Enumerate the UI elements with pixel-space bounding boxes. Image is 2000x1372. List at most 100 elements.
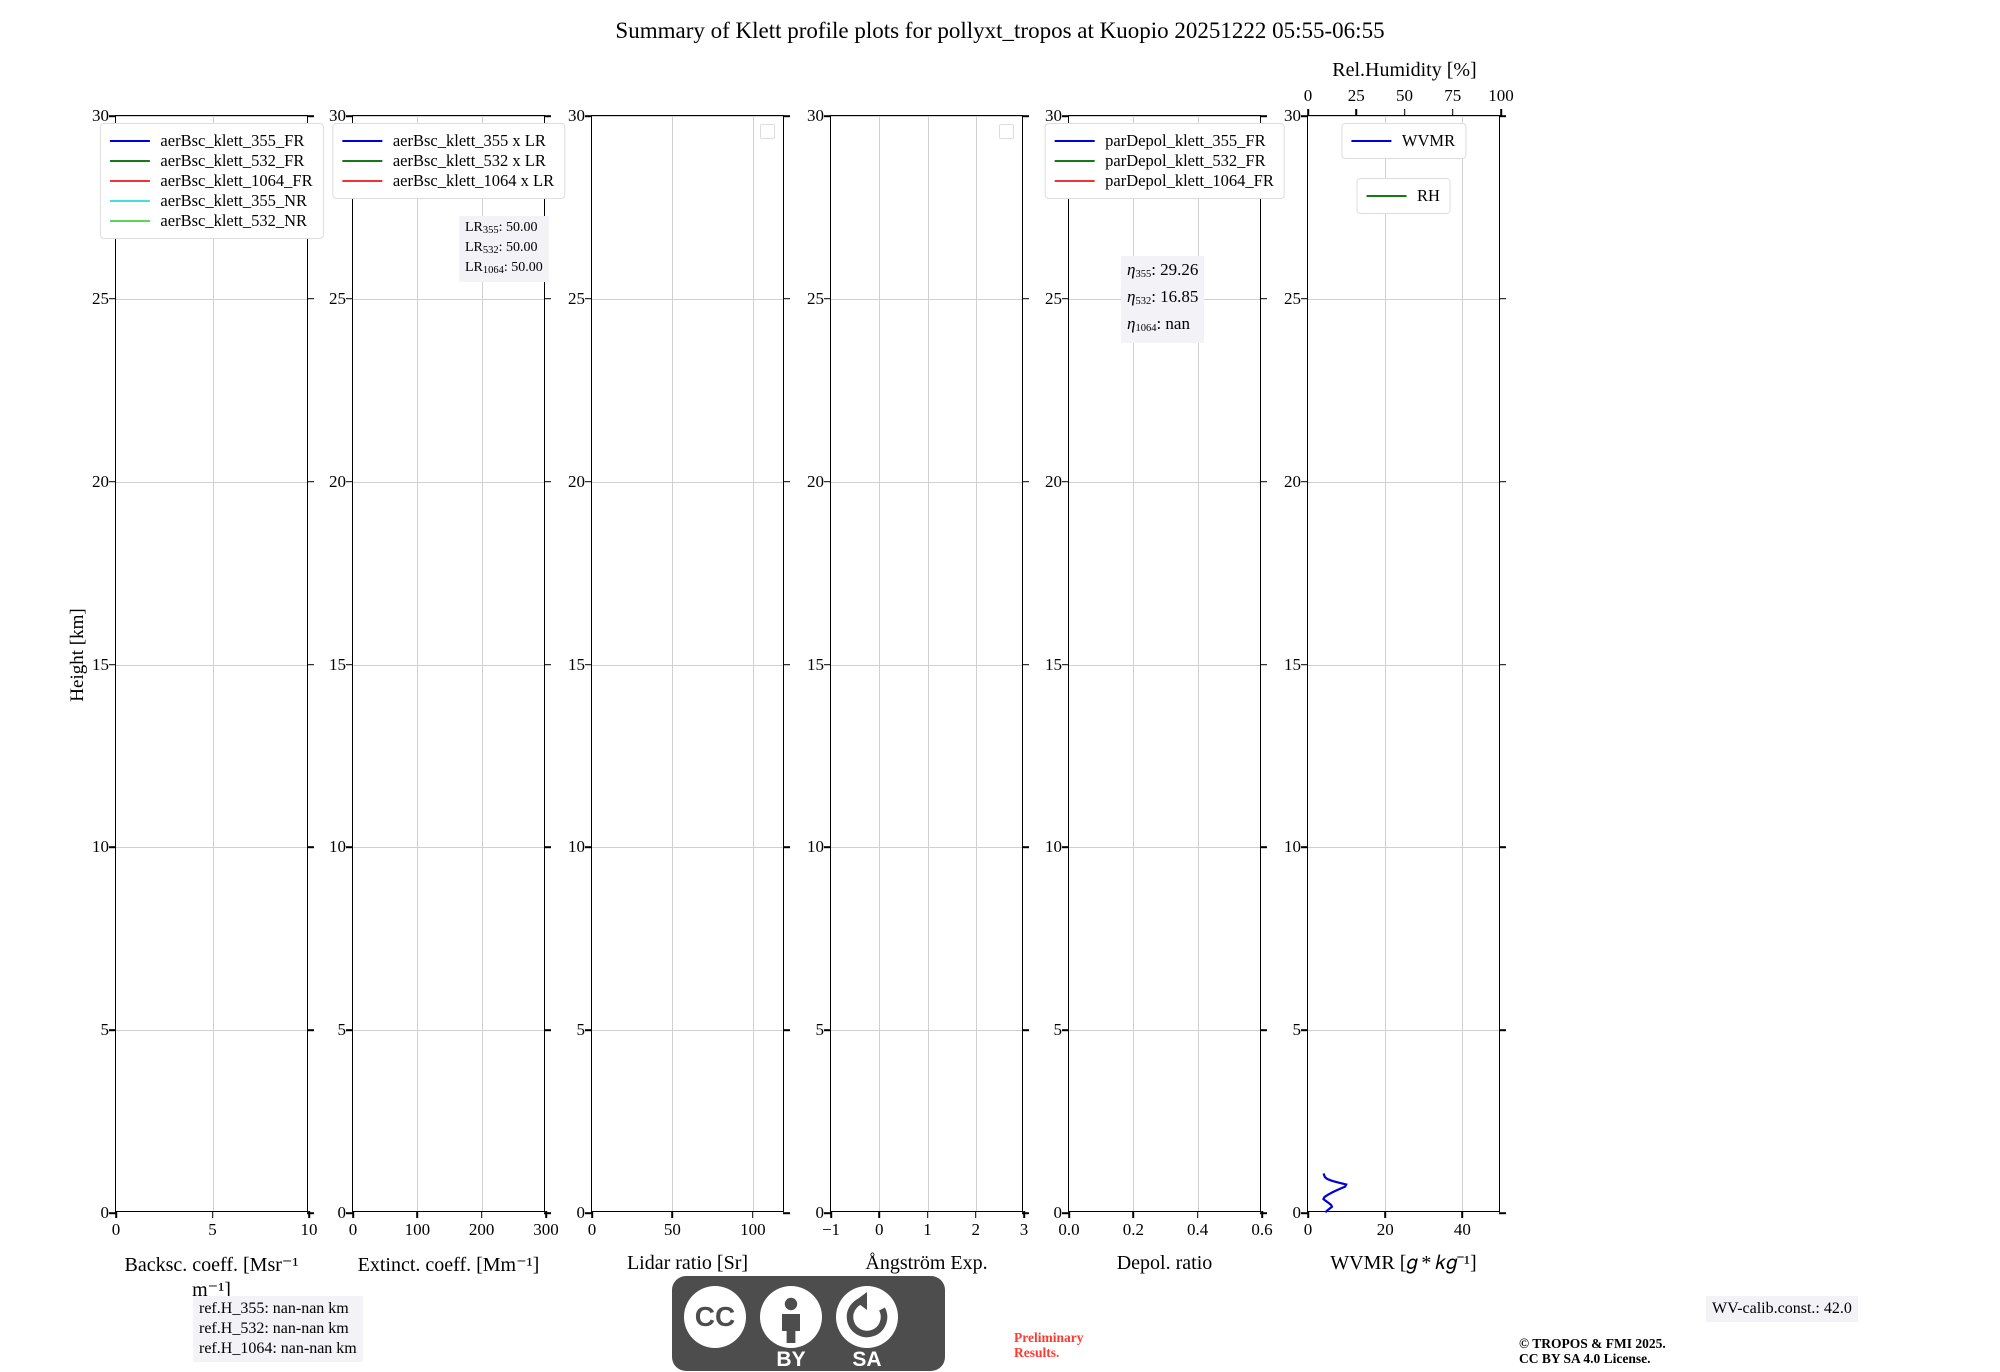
y-tick-label: 15 (1045, 654, 1062, 674)
legend-item[interactable]: parDepol_klett_1064_FR (1054, 171, 1274, 191)
y-tick-label: 20 (329, 471, 346, 491)
x-tick-label: 0 (587, 1220, 597, 1239)
top-x-tick-mark (1355, 109, 1358, 116)
copyright-line-1: © TROPOS & FMI 2025. (1519, 1336, 1666, 1351)
legend-wvmr-rh-0[interactable]: WVMR (1340, 123, 1467, 159)
y-tick-mark (109, 1029, 116, 1031)
y-tick-mark-right (544, 115, 551, 117)
x-tick-label: 50 (663, 1220, 681, 1239)
legend-item[interactable]: aerBsc_klett_532 x LR (341, 151, 554, 171)
y-tick-mark (346, 480, 353, 483)
legend-label: aerBsc_klett_1064_FR (160, 171, 313, 190)
y-tick-mark (109, 480, 116, 483)
y-tick-mark-right (783, 846, 790, 849)
y-tick-label: 10 (807, 837, 824, 857)
y-tick-mark-right (783, 480, 790, 483)
y-tick-mark (109, 115, 116, 117)
y-tick-label: 25 (807, 288, 824, 308)
empty-legend-box[interactable] (999, 124, 1014, 139)
y-tick-label: 20 (1284, 471, 1301, 491)
y-tick-mark-right (783, 115, 790, 117)
gridline-vertical (672, 116, 674, 1211)
gridline-horizontal (1069, 664, 1260, 666)
legend-item[interactable]: parDepol_klett_355_FR (1054, 131, 1274, 151)
y-tick-mark-right (1499, 480, 1506, 483)
legend-line-swatch (109, 140, 150, 142)
legend-item[interactable]: parDepol_klett_532_FR (1054, 151, 1274, 171)
top-axis-title: Rel.Humidity [%] (1332, 59, 1477, 81)
x-tick-label: 100 (740, 1220, 766, 1239)
legend-item[interactable]: aerBsc_klett_1064 x LR (341, 171, 554, 191)
gridline-horizontal (831, 116, 1022, 117)
y-tick-label: 0 (1053, 1203, 1063, 1222)
y-tick-mark-right (1022, 1029, 1029, 1031)
y-tick-label: 10 (329, 837, 346, 857)
top-x-tick-label: 0 (1303, 86, 1313, 105)
legend-label: parDepol_klett_532_FR (1105, 151, 1266, 170)
y-tick-mark (1062, 115, 1069, 117)
y-tick-label: 25 (1284, 288, 1301, 308)
x-tick-label: 20 (1376, 1220, 1394, 1239)
x-tick-mark (830, 1211, 832, 1218)
gridline-vertical (879, 116, 881, 1211)
y-tick-mark (1062, 846, 1069, 849)
legend-item[interactable]: aerBsc_klett_355_NR (109, 191, 312, 211)
plot-panel-backscatter: 0 5 10 15 20 25 30 0 5 10 aerBsc_klett_355_FR aerBs… (92, 106, 324, 1239)
top-x-tick-mark (1307, 109, 1309, 116)
y-tick-mark (824, 663, 831, 666)
legend-item[interactable]: aerBsc_klett_1064_FR (109, 171, 313, 191)
y-tick-label: 15 (92, 654, 109, 674)
legend-item[interactable]: aerBsc_klett_355_FR (109, 131, 312, 151)
empty-legend-box[interactable] (760, 124, 775, 139)
legend-label: parDepol_klett_1064_FR (1105, 171, 1274, 190)
wv-calibration-annotation: WV-calib.const.: 42.0 (1706, 1296, 1858, 1322)
gridline-horizontal (592, 298, 783, 300)
legend-depolarization-ratio[interactable]: parDepol_klett_355_FR parDepol_klett_532_… (1044, 123, 1285, 199)
legend-item[interactable]: aerBsc_klett_355 x LR (341, 131, 554, 151)
x-tick-mark (1196, 1211, 1199, 1218)
gridline-horizontal (353, 1030, 544, 1032)
x-tick-mark (545, 1211, 547, 1218)
y-tick-label: 30 (329, 106, 346, 125)
annotation-extinction: LR355: 50.00 LR532: 50.00 LR1064: 50.00 (459, 216, 549, 282)
cc-sa-glyph-icon (846, 1292, 888, 1338)
gridline-horizontal (353, 116, 544, 117)
y-tick-mark (346, 115, 353, 117)
y-tick-label: 5 (1053, 1020, 1063, 1040)
legend-item[interactable]: aerBsc_klett_532_NR (109, 211, 312, 231)
y-tick-label: 10 (1284, 837, 1301, 857)
y-tick-label: 5 (1292, 1020, 1302, 1040)
ref-h-1064: ref.H_1064: nan-nan km (199, 1340, 357, 1357)
legend-extinction[interactable]: aerBsc_klett_355 x LR aerBsc_klett_532 x … (331, 123, 566, 199)
gridline-vertical (975, 116, 977, 1211)
gridline-horizontal (831, 481, 1022, 483)
y-tick-mark-right (307, 115, 314, 117)
x-tick-label: 5 (208, 1220, 217, 1239)
y-tick-mark-right (544, 480, 551, 483)
x-tick-mark (591, 1211, 593, 1218)
gridline-horizontal (1069, 847, 1260, 849)
x-tick-mark (1307, 1211, 1309, 1218)
y-tick-mark (824, 298, 831, 300)
y-tick-mark (1301, 846, 1308, 849)
annotation-row: η355: 29.26 (1127, 259, 1198, 286)
legend-wvmr-rh-1[interactable]: RH (1356, 178, 1451, 214)
gridline-horizontal (1308, 847, 1499, 849)
annotation-value: : 50.00 (498, 240, 538, 255)
top-x-tick-label: 75 (1444, 86, 1462, 105)
y-tick-mark (1062, 663, 1069, 666)
legend-item[interactable]: aerBsc_klett_532_FR (109, 151, 312, 171)
gridline-horizontal (592, 1030, 783, 1032)
legend-label: aerBsc_klett_355 x LR (392, 131, 546, 150)
x-tick-mark (752, 1211, 754, 1218)
y-tick-mark-right (1260, 115, 1267, 117)
annotation-subscript: 532 (1135, 296, 1152, 307)
legend-backscatter[interactable]: aerBsc_klett_355_FR aerBsc_klett_532_FR ae… (99, 123, 324, 239)
gridline-horizontal (1308, 298, 1499, 300)
x-tick-label: 0 (111, 1220, 121, 1239)
y-tick-mark (1301, 298, 1308, 300)
legend-label: RH (1417, 186, 1440, 205)
y-tick-mark-right (1260, 1212, 1267, 1214)
x-tick-mark (1384, 1211, 1386, 1218)
